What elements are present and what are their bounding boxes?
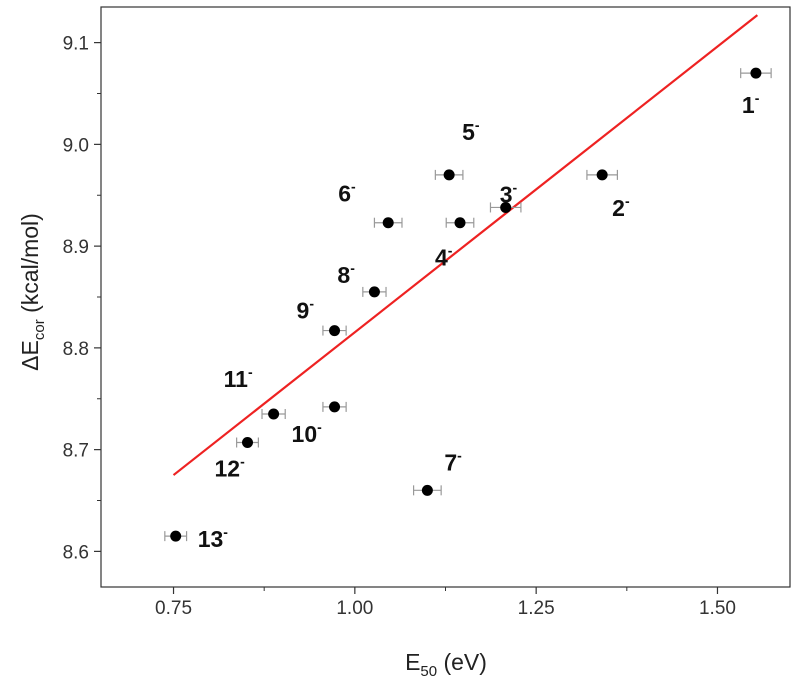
x-tick-label: 0.75 [155,598,192,619]
point-label-number: 12 [215,456,241,482]
point-label-number: 3 [500,181,513,207]
point-label: 6- [338,179,356,207]
y-tick-label: 9.0 [63,135,89,156]
point-label-superscript: - [475,117,480,133]
point-label: 3- [500,179,518,207]
data-point [750,67,762,79]
data-point [329,401,341,413]
fit-line [172,14,759,476]
x-axis-title-main: E [405,649,420,675]
y-tick-label: 8.7 [63,441,89,462]
y-axis-title-main: ΔE [17,340,43,371]
data-point [382,217,394,229]
point-label: 12- [215,454,246,482]
data-point [443,169,455,181]
point-label: 11- [224,364,253,392]
y-tick-label: 8.8 [63,339,89,360]
point-label-superscript: - [457,447,462,463]
point-label-superscript: - [240,454,245,470]
point-label-superscript: - [309,296,314,312]
point-label: 10- [292,419,323,447]
point-label-superscript: - [248,364,253,380]
x-axis-title-sub: 50 [420,663,437,680]
data-point [242,437,254,449]
data-point [596,169,608,181]
data-point [268,408,280,420]
x-axis-title-rest: (eV) [437,649,487,675]
point-label-superscript: - [448,243,453,259]
data-points [170,67,762,542]
point-label-superscript: - [223,524,228,540]
x-axis-title: E50 (eV) [405,649,487,680]
point-label-number: 5 [462,119,475,145]
point-label-number: 10 [292,421,318,447]
point-label-number: 11 [224,366,249,392]
point-label-superscript: - [351,179,356,195]
x-tick-label: 1.25 [518,598,555,619]
data-point [329,325,341,337]
y-axis-ticks: 8.6 8.7 8.8 8.9 9.0 9.1 [63,34,101,563]
x-axis-ticks: 0.75 1.00 1.25 1.50 [155,587,736,619]
point-label-number: 6 [338,181,351,207]
point-label-superscript: - [350,260,355,276]
x-tick-label: 1.00 [336,598,373,619]
y-tick-label: 8.6 [63,542,89,563]
x-tick-label: 1.50 [699,598,736,619]
point-label-number: 2 [612,195,625,221]
y-tick-label: 8.9 [63,237,89,258]
point-label-superscript: - [512,179,517,195]
point-label: 1- [742,90,760,118]
point-label-number: 7 [444,449,457,475]
data-point [500,201,512,213]
point-label: 13- [198,524,229,552]
point-label-number: 4 [435,245,448,271]
plot-border [100,6,791,588]
point-label-superscript: - [625,193,630,209]
point-label: 2- [612,193,630,221]
point-label: 9- [297,296,315,324]
data-point [454,217,466,229]
fit-line-group [172,14,759,476]
y-axis-title-rest: (kcal/mol) [17,213,43,319]
point-label-number: 13 [198,526,224,552]
point-label: 4- [435,243,453,271]
point-label: 8- [337,260,355,288]
point-label-superscript: - [317,419,322,435]
point-label-number: 8 [337,262,350,288]
data-point [368,286,380,298]
y-tick-label: 9.1 [63,34,89,55]
data-point [421,484,433,496]
point-labels: 1-2-3-4-5-6-7-8-9-10-11-12-13- [198,90,760,552]
point-label-number: 1 [742,92,755,118]
plot-frame [100,6,791,588]
y-axis-title: ΔEcor (kcal/mol) [17,213,48,371]
y-axis-title-sub: cor [31,319,48,340]
data-point [170,530,182,542]
point-label-number: 9 [297,298,310,324]
point-label-superscript: - [755,90,760,106]
point-label: 5- [462,117,480,145]
point-label: 7- [444,447,462,475]
